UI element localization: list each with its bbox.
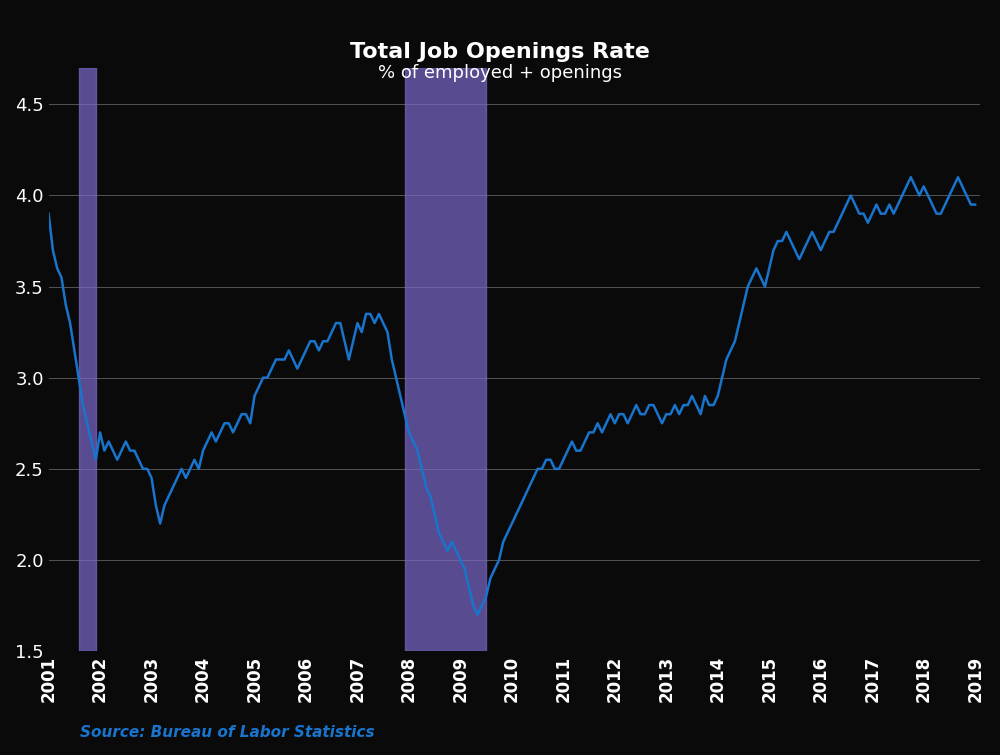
Bar (79, 68, 96, 651)
Text: Source: Bureau of Labor Statistics: Source: Bureau of Labor Statistics (80, 725, 375, 740)
Text: Total Job Openings Rate: Total Job Openings Rate (350, 42, 650, 61)
Bar (405, 68, 486, 651)
Text: % of employed + openings: % of employed + openings (378, 64, 622, 82)
